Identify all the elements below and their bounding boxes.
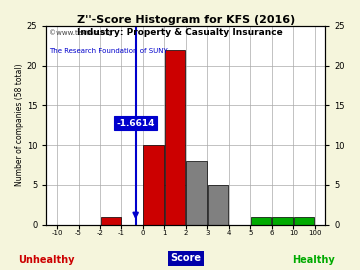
- Text: ©www.textbiz.org: ©www.textbiz.org: [49, 30, 112, 36]
- Bar: [100, 217, 121, 225]
- Text: Industry: Property & Casualty Insurance: Industry: Property & Casualty Insurance: [77, 28, 283, 37]
- Text: -1.6614: -1.6614: [116, 119, 155, 128]
- Title: Z''-Score Histogram for KFS (2016): Z''-Score Histogram for KFS (2016): [77, 15, 295, 25]
- Bar: [186, 161, 207, 225]
- Text: Unhealthy: Unhealthy: [19, 255, 75, 265]
- Bar: [165, 50, 185, 225]
- Bar: [208, 185, 228, 225]
- Text: The Research Foundation of SUNY: The Research Foundation of SUNY: [49, 48, 168, 54]
- Y-axis label: Number of companies (58 total): Number of companies (58 total): [15, 64, 24, 187]
- Bar: [144, 145, 164, 225]
- Bar: [294, 217, 314, 225]
- Text: Healthy: Healthy: [292, 255, 334, 265]
- Text: Score: Score: [170, 253, 201, 263]
- Bar: [272, 217, 293, 225]
- Bar: [251, 217, 271, 225]
